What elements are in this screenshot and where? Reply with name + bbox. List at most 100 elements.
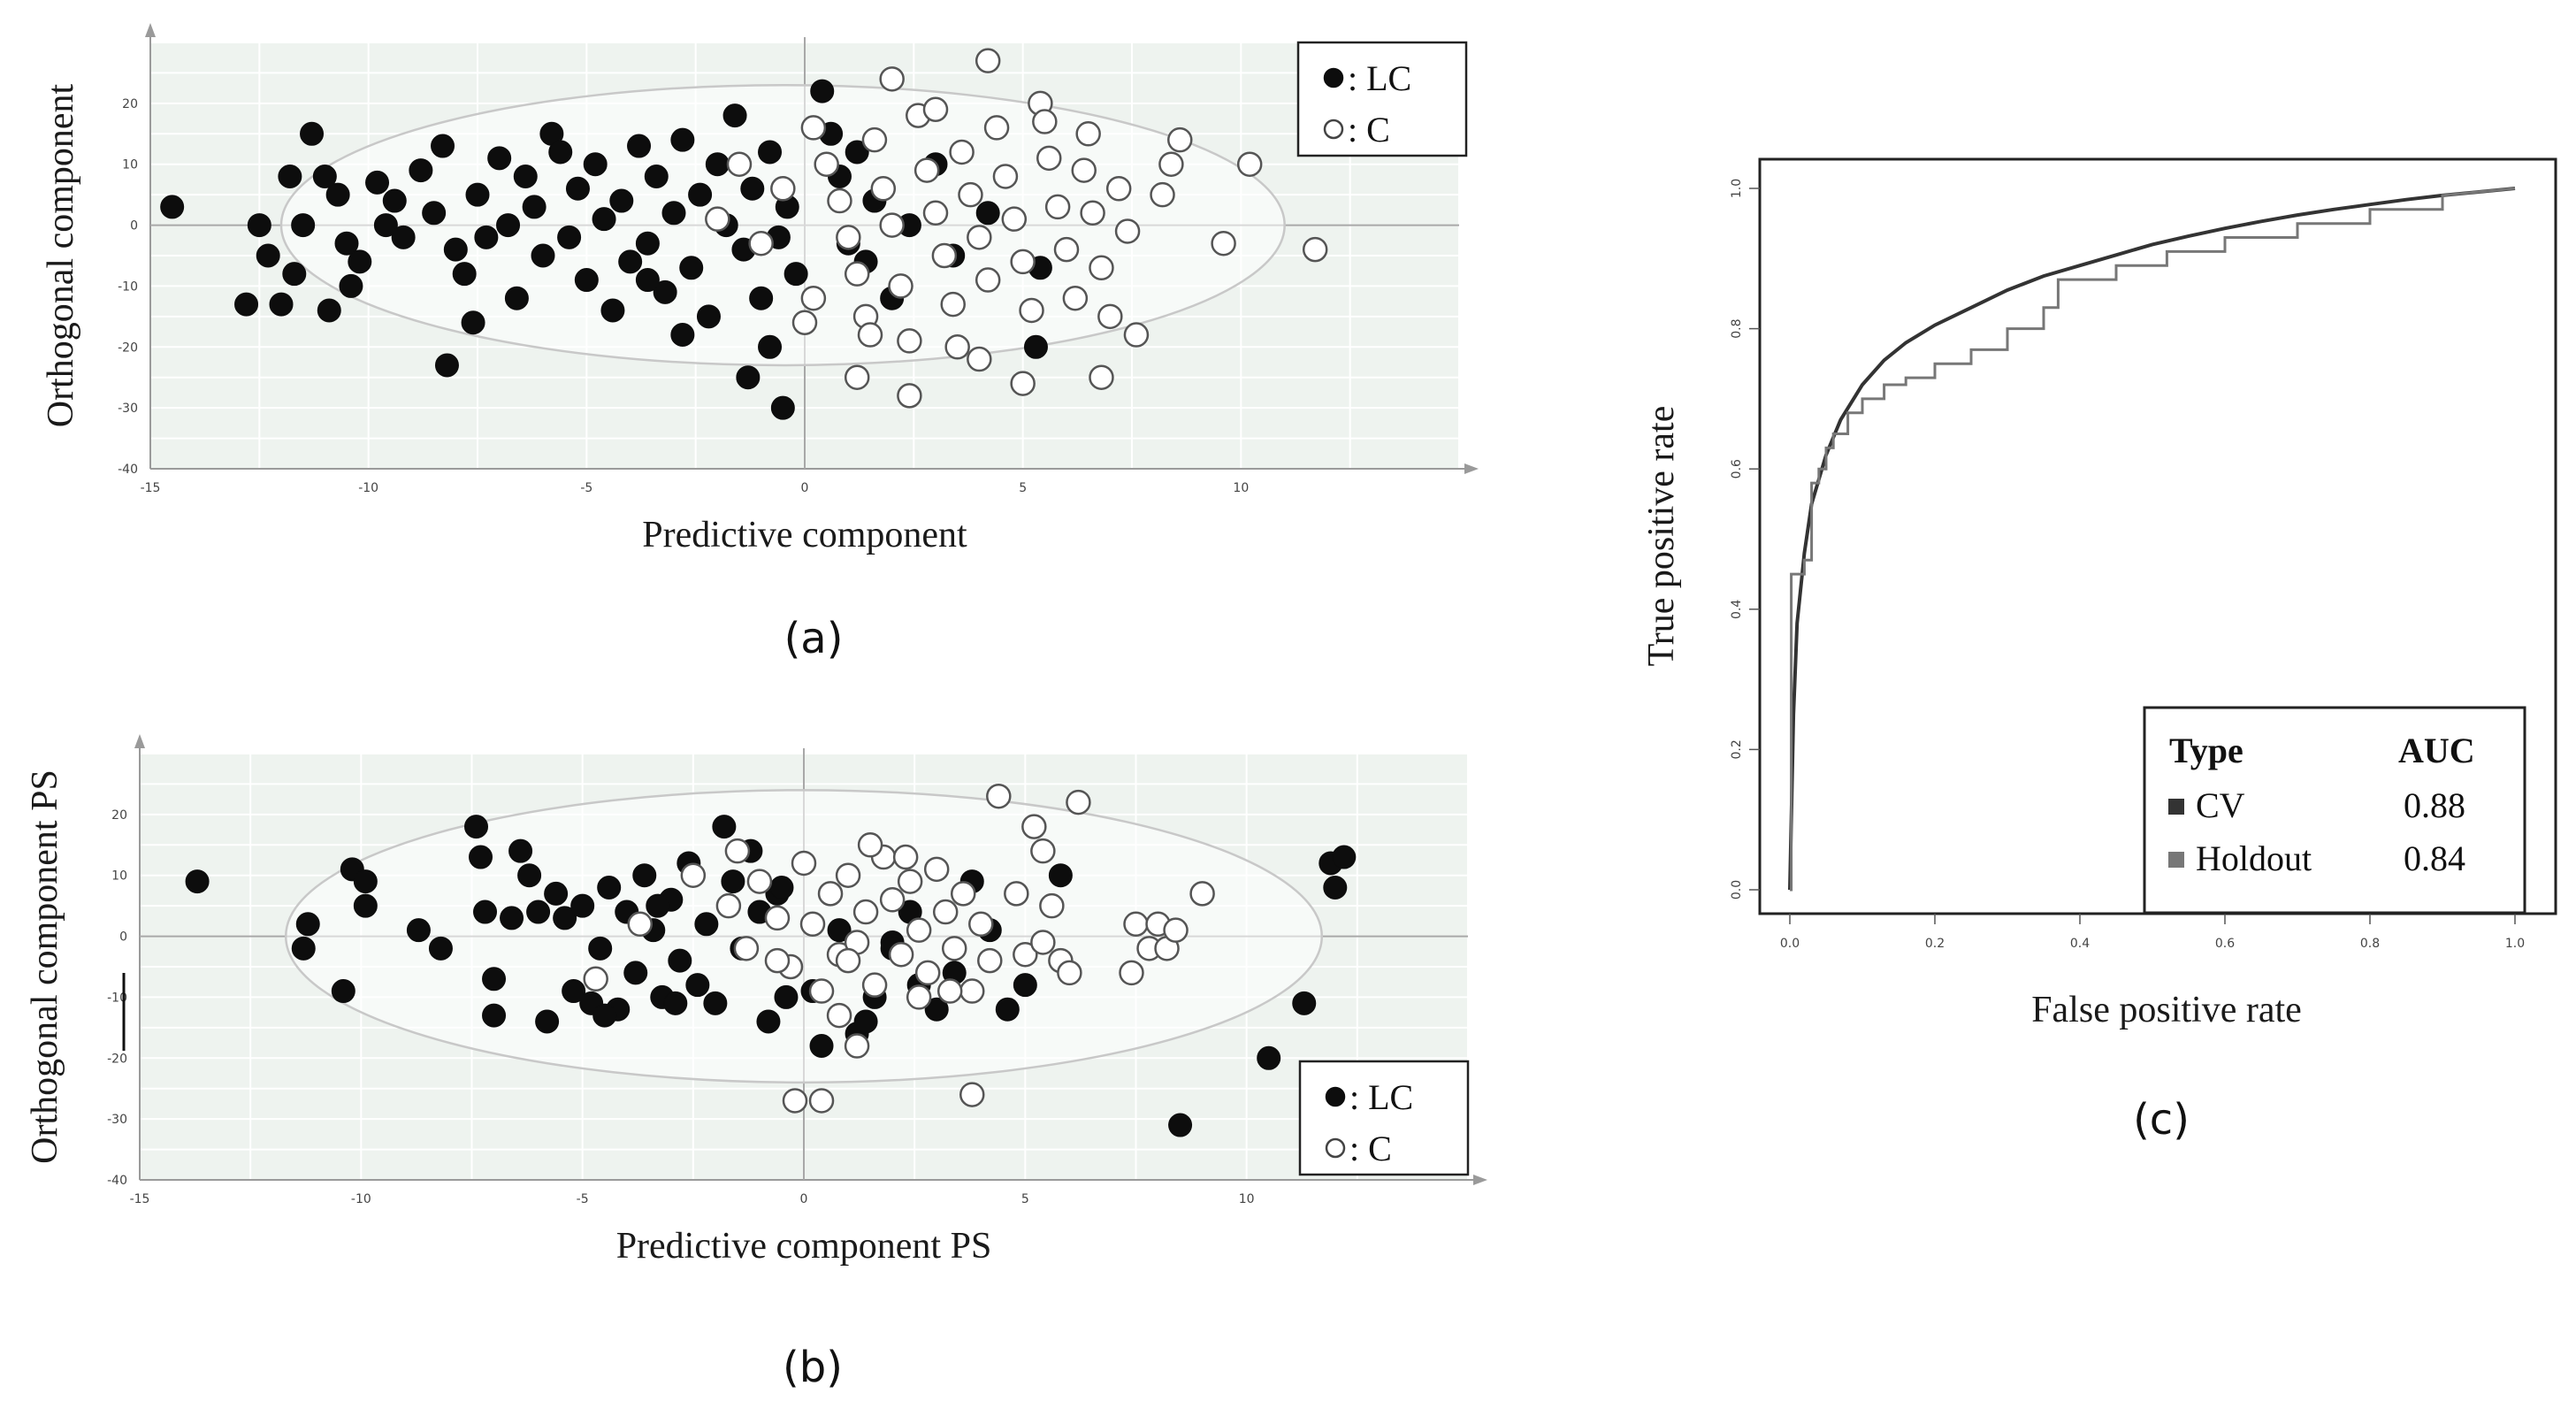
point-lc	[317, 298, 341, 323]
x-tick-label: -5	[577, 1192, 589, 1206]
point-lc	[535, 1009, 560, 1034]
legend-box	[1298, 1060, 1470, 1176]
point-lc	[312, 164, 337, 188]
point-c	[897, 328, 922, 354]
point-lc	[496, 213, 521, 238]
y-tick-label: -30	[107, 1113, 127, 1127]
point-lc	[618, 249, 643, 274]
point-c	[949, 139, 975, 165]
point-c	[1158, 151, 1184, 177]
point-c	[992, 164, 1019, 189]
point-c	[892, 844, 919, 870]
point-lc	[712, 815, 737, 839]
x-axis-arrow-icon	[1473, 1175, 1487, 1185]
point-lc	[504, 286, 529, 310]
point-c	[835, 862, 861, 888]
point-c	[705, 206, 730, 232]
point-lc	[583, 152, 608, 177]
point-lc	[574, 268, 599, 293]
point-lc	[443, 237, 468, 262]
point-lc	[565, 176, 590, 201]
point-lc	[627, 134, 652, 158]
point-lc	[474, 225, 499, 249]
point-lc	[422, 201, 447, 226]
point-c	[913, 157, 940, 183]
point-lc	[428, 936, 453, 961]
legend-marker-filled-icon	[1323, 67, 1344, 88]
point-lc	[661, 201, 686, 226]
point-c	[836, 225, 861, 250]
legend-swatch-cv	[2168, 799, 2184, 815]
point-c	[1105, 176, 1132, 202]
x-tick-label: -10	[358, 481, 378, 495]
point-c	[922, 96, 949, 122]
point-c	[1236, 151, 1263, 177]
point-c	[888, 941, 914, 968]
point-c	[870, 176, 897, 202]
point-lc	[853, 1009, 878, 1034]
y-axis-label-c: True positive rate	[1641, 406, 1682, 667]
x-tick-label: 0	[800, 1192, 808, 1206]
point-lc	[500, 906, 524, 930]
x-tick-label: 10	[1239, 1192, 1255, 1206]
point-lc	[784, 262, 808, 287]
point-c	[1302, 236, 1328, 263]
point-c	[950, 881, 976, 907]
x-tick-label: -10	[351, 1192, 371, 1206]
point-lc	[703, 991, 728, 1015]
panel-label-a: (a)	[784, 614, 844, 663]
y-tick-label: 0.6	[1730, 459, 1744, 478]
point-lc	[409, 158, 433, 183]
point-c	[1075, 121, 1101, 147]
legend-b: : LC: C	[1298, 1060, 1470, 1176]
x-tick-label: 0.4	[2070, 937, 2090, 951]
point-lc	[256, 243, 280, 268]
x-axis-label-c: False positive rate	[2031, 990, 2302, 1030]
y-axis-arrow-icon	[134, 734, 145, 748]
point-lc	[758, 334, 783, 359]
point-c	[1013, 941, 1038, 968]
x-tick-label: 0.8	[2360, 937, 2380, 951]
point-lc	[513, 164, 538, 188]
point-lc	[461, 310, 485, 335]
x-tick-label: -15	[130, 1192, 150, 1206]
point-c	[817, 881, 844, 907]
point-c	[764, 947, 791, 974]
legend-auc-holdout: 0.84	[2404, 838, 2465, 878]
point-lc	[769, 875, 794, 900]
point-c	[782, 1088, 808, 1114]
point-lc	[348, 249, 372, 274]
legend-header-type: Type	[2169, 731, 2243, 770]
point-c	[1167, 126, 1193, 153]
legend-a: : LC: C	[1296, 41, 1468, 157]
point-lc	[810, 79, 835, 103]
point-c	[770, 176, 796, 202]
point-lc	[365, 170, 390, 195]
point-lc	[434, 353, 459, 378]
point-lc	[185, 869, 210, 894]
y-tick-label: 1.0	[1730, 179, 1744, 198]
x-tick-label: 5	[1021, 1192, 1029, 1206]
point-lc	[995, 997, 1020, 1022]
point-c	[936, 978, 963, 1004]
point-c	[1071, 157, 1097, 183]
point-c	[791, 850, 817, 877]
roc-lines-c	[1788, 187, 2516, 892]
point-c	[914, 960, 941, 986]
point-c	[1030, 930, 1056, 955]
point-lc	[705, 152, 730, 177]
point-c	[857, 832, 883, 858]
point-c	[1066, 789, 1091, 815]
point-c	[1053, 236, 1080, 263]
point-lc	[531, 243, 555, 268]
point-lc	[722, 103, 747, 128]
point-c	[800, 115, 827, 141]
point-c	[748, 230, 774, 256]
legend-marker-open-icon	[1323, 119, 1344, 140]
point-c	[959, 978, 985, 1004]
point-c	[715, 892, 742, 919]
scatter-panel-b: -15 -10 -5 0 5 10 20 10 0 -10 -20 -30 -40 Predictive…	[25, 734, 1487, 1392]
point-lc	[609, 188, 634, 213]
y-tick-label: 0.8	[1730, 318, 1744, 338]
point-lc	[1013, 973, 1037, 998]
